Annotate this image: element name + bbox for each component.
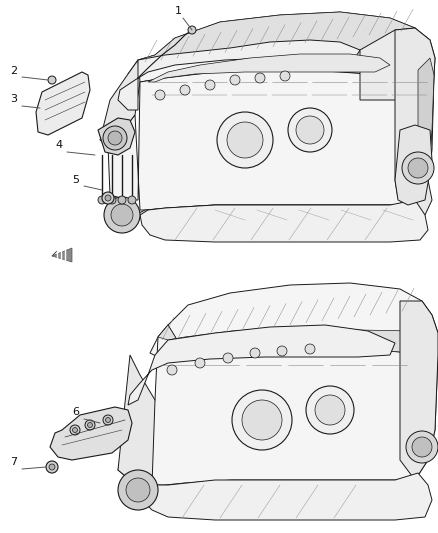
Circle shape [106, 417, 110, 423]
Circle shape [118, 470, 158, 510]
Circle shape [103, 415, 113, 425]
Text: 3: 3 [10, 94, 17, 104]
Circle shape [205, 80, 215, 90]
Polygon shape [100, 60, 140, 145]
Text: 7: 7 [10, 457, 17, 467]
Polygon shape [138, 12, 418, 62]
Circle shape [73, 427, 78, 432]
Text: 2: 2 [10, 66, 17, 76]
Circle shape [105, 195, 111, 201]
Circle shape [188, 26, 196, 34]
Circle shape [406, 431, 438, 463]
Text: 6: 6 [72, 407, 79, 417]
Circle shape [180, 85, 190, 95]
Circle shape [46, 461, 58, 473]
Circle shape [288, 108, 332, 152]
Circle shape [104, 197, 140, 233]
Polygon shape [118, 355, 155, 490]
Polygon shape [36, 72, 90, 135]
Polygon shape [148, 54, 390, 82]
Circle shape [315, 395, 345, 425]
Circle shape [118, 196, 126, 204]
Circle shape [111, 204, 133, 226]
Polygon shape [118, 40, 360, 110]
Circle shape [280, 71, 290, 81]
Circle shape [408, 158, 428, 178]
Polygon shape [140, 200, 428, 242]
Circle shape [48, 76, 56, 84]
Circle shape [155, 90, 165, 100]
Circle shape [402, 152, 434, 184]
Circle shape [305, 344, 315, 354]
Circle shape [255, 73, 265, 83]
Polygon shape [98, 118, 135, 155]
Circle shape [227, 122, 263, 158]
Circle shape [277, 346, 287, 356]
Circle shape [250, 348, 260, 358]
Circle shape [108, 196, 116, 204]
Circle shape [128, 196, 136, 204]
Polygon shape [400, 301, 438, 480]
Circle shape [126, 478, 150, 502]
Polygon shape [395, 28, 435, 198]
Polygon shape [135, 180, 432, 222]
Polygon shape [150, 283, 438, 359]
Polygon shape [395, 125, 432, 205]
Polygon shape [52, 248, 72, 262]
Circle shape [49, 464, 55, 470]
Circle shape [103, 126, 127, 150]
Circle shape [306, 386, 354, 434]
Text: 4: 4 [55, 140, 62, 150]
Polygon shape [50, 407, 132, 460]
Polygon shape [128, 325, 395, 405]
Circle shape [70, 425, 80, 435]
Circle shape [217, 112, 273, 168]
Text: 1: 1 [175, 6, 182, 16]
Circle shape [102, 192, 114, 204]
Polygon shape [418, 58, 434, 180]
Polygon shape [108, 58, 434, 210]
Circle shape [232, 390, 292, 450]
Polygon shape [118, 325, 438, 490]
Text: 5: 5 [72, 175, 79, 185]
Circle shape [98, 196, 106, 204]
Circle shape [167, 365, 177, 375]
Circle shape [108, 131, 122, 145]
Circle shape [223, 353, 233, 363]
Circle shape [296, 116, 324, 144]
Circle shape [412, 437, 432, 457]
Polygon shape [140, 473, 432, 520]
Circle shape [85, 420, 95, 430]
Circle shape [195, 358, 205, 368]
Polygon shape [360, 28, 435, 100]
Circle shape [230, 75, 240, 85]
Circle shape [242, 400, 282, 440]
Polygon shape [158, 325, 422, 353]
Polygon shape [128, 12, 430, 82]
Circle shape [88, 423, 92, 427]
